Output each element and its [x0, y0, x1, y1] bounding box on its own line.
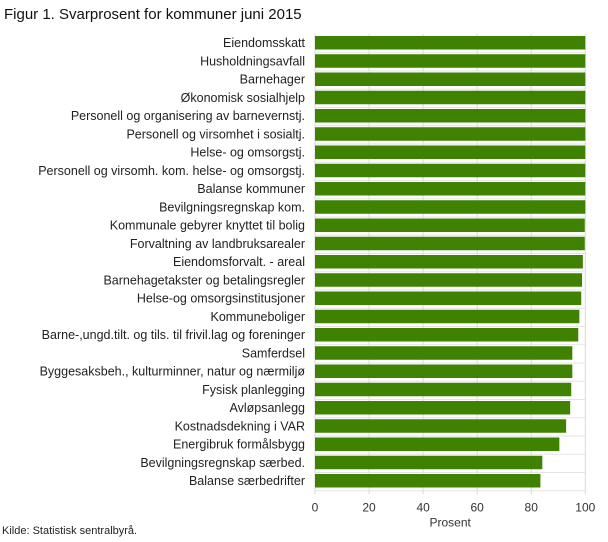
bar: [315, 236, 585, 251]
x-tick-label: 40: [416, 500, 430, 514]
bar: [315, 401, 571, 415]
bar: [315, 291, 582, 305]
category-label: Kommuneboliger: [211, 310, 306, 324]
x-tick-label: 60: [471, 500, 485, 514]
bar: [315, 309, 580, 324]
bar: [315, 474, 541, 488]
x-tick-label: 20: [362, 500, 376, 514]
bar: [315, 36, 586, 50]
category-label: Bevilgningsregnskap kom.: [159, 200, 305, 214]
category-label: Fysisk planlegging: [202, 383, 305, 397]
category-label: Kostnadsdekning i VAR: [175, 419, 305, 433]
category-label: Byggesaksbeh., kulturminner, natur og næ…: [40, 365, 306, 379]
bar: [315, 182, 586, 196]
category-label: Husholdningsavfall: [200, 54, 305, 68]
category-label: Barne-,ungd.tilt. og tils. til frivil.la…: [42, 328, 305, 342]
chart-title: Figur 1. Svarprosent for kommuner juni 2…: [4, 6, 302, 23]
x-tick-label: 0: [312, 500, 319, 514]
bar: [315, 200, 586, 214]
category-label: Personell og virsomh. kom. helse- og oms…: [38, 164, 305, 178]
bar: [315, 382, 572, 397]
bar: [315, 346, 573, 360]
category-label: Barnehager: [240, 73, 305, 87]
x-axis-label: Prosent: [429, 515, 471, 529]
bar: [315, 364, 573, 378]
category-label: Personell og organisering av barnevernst…: [71, 109, 305, 123]
category-label: Eiendomsforvalt. - areal: [173, 255, 305, 269]
bar: [315, 255, 583, 269]
category-label: Økonomisk sosialhjelp: [181, 91, 305, 105]
bar: [315, 90, 586, 105]
bar: [315, 163, 586, 178]
x-tick-label: 80: [525, 500, 539, 514]
bar: [315, 437, 560, 451]
bar: [315, 54, 586, 68]
category-label: Kommunale gebyrer knyttet til bolig: [110, 219, 305, 233]
category-label: Balanse kommuner: [197, 182, 305, 196]
bar: [315, 419, 567, 433]
category-label: Samferdsel: [242, 346, 305, 360]
bar: [315, 72, 586, 86]
bar: [315, 127, 586, 141]
x-tick-label: 100: [575, 500, 595, 514]
category-label: Avløpsanlegg: [229, 401, 305, 415]
category-label: Eiendomsskatt: [223, 36, 306, 50]
category-label: Personell og virsomhet i sosialtj.: [126, 127, 305, 141]
category-label: Balanse særbedrifter: [189, 474, 305, 488]
source-note: Kilde: Statistisk sentralbyrå.: [2, 525, 138, 537]
bar: [315, 328, 579, 342]
bar: [315, 109, 586, 123]
bar: [315, 218, 585, 232]
category-label: Helse- og omsorgstj.: [190, 146, 305, 160]
category-label: Forvaltning av landbruksarealer: [130, 237, 305, 251]
category-label: Energibruk formålsbygg: [173, 438, 305, 452]
category-label: Barnehagetakster og betalingsregler: [103, 273, 305, 287]
category-label: Helse-og omsorgsinstitusjoner: [137, 292, 305, 306]
bar: [315, 273, 583, 287]
category-label: Bevilgningsregnskap særbed.: [140, 456, 305, 470]
bar: [315, 145, 586, 159]
bar: [315, 455, 543, 470]
